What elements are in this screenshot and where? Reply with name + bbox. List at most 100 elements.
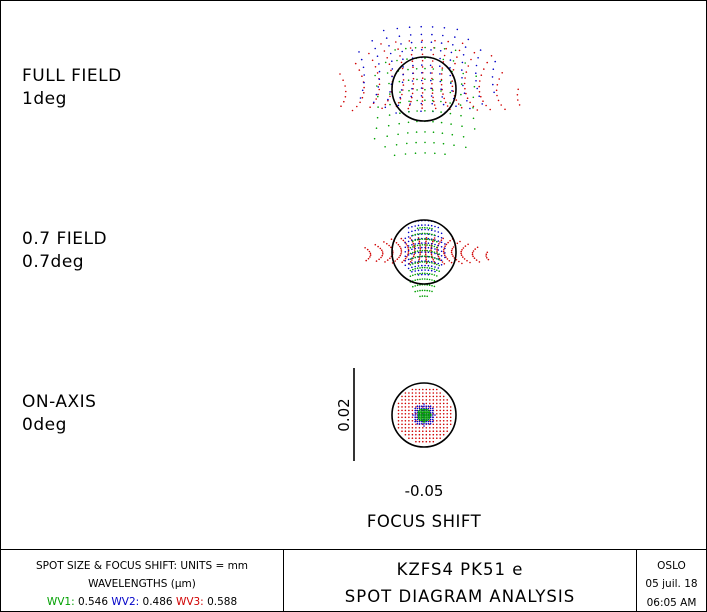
spot-point <box>442 420 445 422</box>
spot-point <box>373 137 376 140</box>
spot-point <box>421 66 424 68</box>
spot-point <box>440 255 443 257</box>
spot-point <box>431 262 433 264</box>
spot-point <box>408 406 410 408</box>
spot-point <box>407 254 410 256</box>
spot-point <box>418 395 421 398</box>
spot-point <box>421 82 424 85</box>
spot-point <box>375 98 378 100</box>
spot-point <box>386 72 389 74</box>
spot-point <box>475 80 477 82</box>
spot-point <box>408 104 411 106</box>
spot-point <box>375 93 378 96</box>
spot-point <box>421 64 423 66</box>
spot-point <box>408 430 410 433</box>
spot-point <box>424 88 426 91</box>
spot-point <box>429 399 431 401</box>
spot-point <box>437 231 440 233</box>
spot-point <box>427 414 429 417</box>
spot-point <box>452 255 454 257</box>
spot-point <box>421 242 423 244</box>
spot-point <box>340 105 342 107</box>
spot-point <box>426 267 429 269</box>
spot-point <box>465 71 468 73</box>
spot-point <box>399 245 401 248</box>
spot-point <box>469 261 471 264</box>
spot-point <box>424 141 426 144</box>
spot-point <box>409 275 412 278</box>
spot-point <box>401 261 404 264</box>
spot-point <box>427 273 430 276</box>
spot-point <box>421 59 424 62</box>
spot-point <box>429 395 431 398</box>
spot-point <box>419 410 421 412</box>
spot-point <box>476 109 479 111</box>
spot-point <box>416 407 419 410</box>
spot-point <box>439 73 441 75</box>
spot-point <box>421 100 424 102</box>
spot-point <box>402 66 405 68</box>
spot-point <box>430 87 432 90</box>
spot-point <box>454 62 456 65</box>
spot-point <box>446 413 449 415</box>
spot-point <box>460 93 462 96</box>
spot-point <box>427 419 429 422</box>
spot-point <box>433 257 436 259</box>
spot-point <box>438 243 440 245</box>
spot-point <box>454 36 456 38</box>
spot-point <box>441 96 444 98</box>
spot-point <box>397 420 400 422</box>
spot-point <box>433 279 436 282</box>
spot-point <box>424 253 427 255</box>
spot-point <box>390 246 392 249</box>
spot-point <box>424 78 426 80</box>
spot-point <box>403 259 405 262</box>
spot-point <box>409 261 412 263</box>
spot-point <box>436 433 438 436</box>
spot-point <box>404 260 407 262</box>
spot-point <box>432 399 435 401</box>
spot-point <box>386 242 388 245</box>
spot-point <box>431 102 434 105</box>
spot-point <box>417 265 420 267</box>
spot-point <box>422 395 424 398</box>
spot-point <box>425 416 428 419</box>
spot-point <box>421 96 424 98</box>
spot-point <box>389 52 392 55</box>
spot-point <box>408 392 410 394</box>
spot-point <box>449 423 452 426</box>
spot-point <box>423 408 426 411</box>
spot-point <box>421 264 423 267</box>
spot-point <box>389 95 391 98</box>
spot-point <box>356 105 358 108</box>
spot-point <box>436 248 438 251</box>
spot-point <box>428 414 431 417</box>
spot-point <box>461 77 463 79</box>
spot-point <box>433 100 435 103</box>
spot-point <box>424 232 426 235</box>
spot-point <box>429 420 432 423</box>
spot-point <box>384 146 386 148</box>
spot-point <box>402 58 404 60</box>
spot-point <box>381 251 384 253</box>
spot-point <box>432 110 434 112</box>
spot-point <box>438 259 441 261</box>
spot-point <box>416 250 419 252</box>
spot-point <box>381 254 384 257</box>
spot-point <box>424 295 426 297</box>
spot-point <box>443 48 446 50</box>
spot-point <box>411 420 414 422</box>
spot-point <box>426 238 429 241</box>
spot-point <box>427 269 430 272</box>
spot-point <box>432 437 435 440</box>
spot-point <box>399 55 401 57</box>
spot-point <box>432 388 435 391</box>
spot-point <box>399 112 401 114</box>
spot-point <box>383 50 386 52</box>
spot-point <box>422 440 424 443</box>
wv2-value: 0.486 <box>142 596 173 608</box>
spot-point <box>431 267 433 270</box>
spot-point <box>482 100 484 102</box>
spot-point <box>449 409 452 412</box>
spot-point <box>486 251 489 254</box>
